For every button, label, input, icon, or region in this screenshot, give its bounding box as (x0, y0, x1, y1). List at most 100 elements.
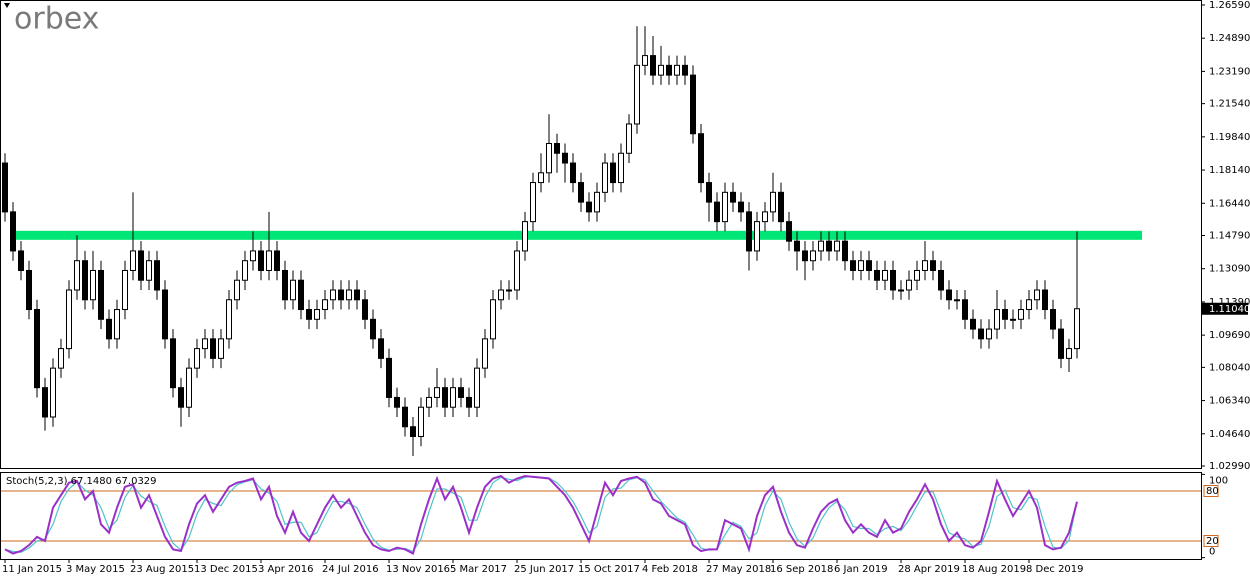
candle-body (186, 367, 192, 408)
indicator-title: Stoch(5,2,3) 67.1480 67.0329 (6, 476, 157, 487)
candle-body (42, 387, 48, 418)
candle-body (522, 221, 528, 252)
candle-body (946, 289, 952, 301)
candle-body (402, 406, 408, 428)
x-tick-label: 3 May 2015 (66, 564, 125, 575)
candle-body (514, 250, 520, 291)
candle-body (466, 396, 472, 408)
candle-body (90, 269, 96, 301)
candle-body (682, 64, 688, 76)
candle-body (618, 152, 624, 184)
candle-body (130, 250, 136, 271)
x-tick-label: 13 Nov 2016 (386, 564, 450, 575)
candle-body (266, 250, 272, 271)
candle-body (18, 250, 24, 271)
current-price-label: 1.11040 (1209, 304, 1250, 315)
candle-body (626, 123, 632, 154)
candle-body (418, 406, 424, 438)
candle-body (346, 289, 352, 301)
candle-body (362, 299, 368, 320)
candle-body (394, 396, 400, 408)
candle-body (306, 309, 312, 320)
y-tick-label: 1.06340 (1209, 396, 1250, 407)
candle-body (1018, 309, 1024, 320)
candle-body (922, 260, 928, 271)
level-label: 80 (1206, 486, 1219, 497)
candle-body (690, 74, 696, 135)
candle-body (994, 309, 1000, 330)
candle-body (594, 191, 600, 213)
panel-marker (4, 3, 10, 8)
candle-body (354, 289, 360, 301)
candle-body (114, 309, 120, 340)
candle-body (314, 309, 320, 320)
candle-body (410, 426, 416, 438)
candle-body (842, 240, 848, 262)
candle-body (98, 269, 104, 320)
candle-body (1034, 289, 1040, 301)
x-tick-label: 11 Jan 2015 (2, 564, 62, 575)
y-tick-label: 1.04640 (1209, 429, 1250, 440)
candle-body (426, 396, 432, 408)
x-tick-label: 15 Oct 2017 (578, 564, 640, 575)
y-tick-label: 1.13090 (1209, 264, 1250, 275)
x-tick-label: 4 Feb 2018 (642, 564, 698, 575)
candle-body (1050, 309, 1056, 330)
candle-body (218, 338, 224, 359)
candle-body (602, 162, 608, 193)
candle-body (226, 299, 232, 340)
candle-body (578, 182, 584, 203)
candle-body (866, 260, 872, 271)
candle-body (498, 289, 504, 301)
candle-body (954, 299, 960, 302)
candle-body (290, 279, 296, 301)
candle-body (778, 191, 784, 223)
x-tick-label: 8 Dec 2019 (1026, 564, 1084, 575)
candle-body (122, 269, 128, 311)
candle-body (642, 55, 648, 66)
candle-body (858, 260, 864, 271)
candle-body (274, 250, 280, 271)
candle-body (50, 367, 56, 418)
candle-body (2, 162, 8, 213)
level-label: 20 (1206, 536, 1219, 547)
x-tick-label: 6 Jan 2019 (834, 564, 888, 575)
candle-body (666, 64, 672, 76)
candle-body (250, 250, 256, 262)
candle-body (754, 221, 760, 252)
candle-body (874, 269, 880, 281)
candle-body (450, 387, 456, 408)
candle-body (674, 64, 680, 76)
candle-body (538, 172, 544, 184)
y-tick-label: 1.16440 (1209, 198, 1250, 209)
candle-body (202, 338, 208, 350)
candle-body (930, 260, 936, 271)
candle-body (442, 387, 448, 408)
y-tick-label: 1.02990 (1209, 461, 1250, 472)
candle-body (170, 338, 176, 389)
candle-body (458, 387, 464, 398)
y-tick-label: 1.23190 (1209, 66, 1250, 77)
candle-body (378, 338, 384, 359)
y-tick-label: 1.14790 (1209, 231, 1250, 242)
candle-body (58, 348, 64, 369)
candle-body (138, 250, 144, 281)
level-box (1203, 535, 1219, 547)
candle-body (986, 328, 992, 340)
y-tick-label: 1.21540 (1209, 99, 1250, 110)
candle-body (970, 318, 976, 330)
candle-body (586, 201, 592, 213)
candle-body (298, 279, 304, 311)
candle-body (722, 191, 728, 223)
candle-body (890, 269, 896, 291)
stoch-panel (0, 472, 1202, 560)
current-price-box (1202, 302, 1248, 315)
candle-body (714, 201, 720, 223)
candle-body (914, 269, 920, 281)
candle-body (1058, 328, 1064, 359)
candle-body (194, 348, 200, 369)
candle-body (234, 279, 240, 301)
candle-body (34, 309, 40, 389)
candle-body (738, 201, 744, 213)
